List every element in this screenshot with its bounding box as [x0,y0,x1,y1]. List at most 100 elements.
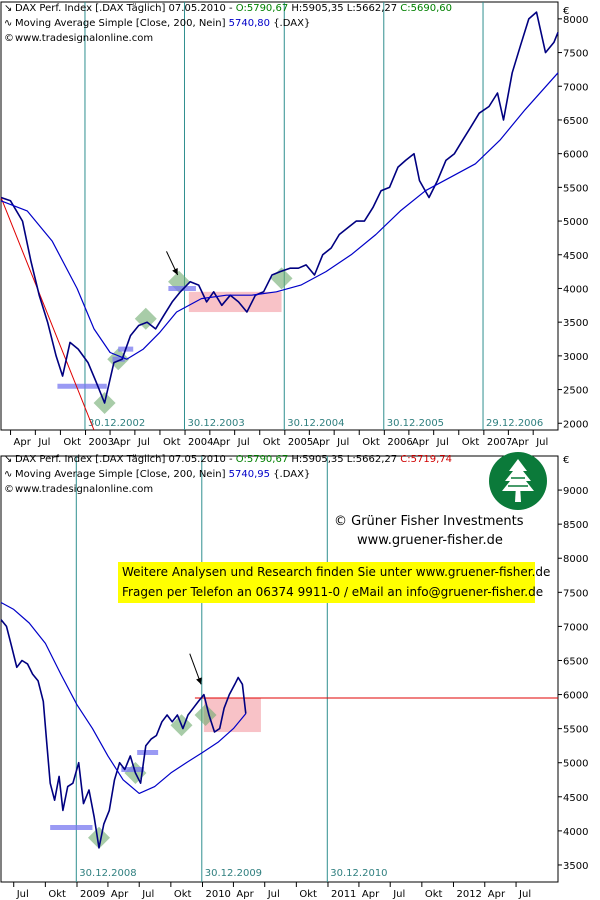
moving-average-line [0,601,247,794]
top-header-title: DAX Perf. Index [.DAX Täglich] 07.05.201… [15,3,236,14]
moving-average-icon: ∿ [4,18,13,29]
y-tick-label: 8000 [563,554,588,565]
support-diamond [87,826,110,849]
bottom-header-line2: ∿ Moving Average Simple [Close, 200, Nein… [4,467,310,482]
y-tick-label: 6500 [563,656,588,667]
y-tick-label: 6000 [563,150,588,161]
x-tick-label: Jul [137,437,150,448]
info-line-contact: Fragen per Telefon an 06374 9911-0 / eMa… [122,585,544,599]
y-tick-label: 6500 [563,116,588,127]
top-ma-suffix: {.DAX} [270,18,311,29]
x-tick-label: Okt [299,889,317,900]
top-ma-value: 5740,80 [228,18,271,29]
bottom-header-close: C:5719,74 [400,454,452,465]
bottom-header-title: DAX Perf. Index [.DAX Täglich] 07.05.201… [15,454,236,465]
y-tick-label: 4500 [563,251,588,262]
y-tick-label: 3000 [563,352,588,363]
x-tick-label: Apr [362,889,380,900]
chart-legend-icon: ↘ [4,454,13,465]
pointer-arrow-icon [196,677,202,685]
bottom-header-open: O:5790,67 [235,454,289,465]
x-tick-label: Jul [518,889,531,900]
x-tick-label: Apr [488,889,506,900]
year-end-label: 30.12.2002 [88,418,145,429]
bottom-ma-suffix: {.DAX} [270,469,311,480]
y-tick-label: 7500 [563,588,588,599]
x-tick-label: Jul [16,889,29,900]
x-tick-label: 2007 [487,437,512,448]
y-tick-label: 7000 [563,622,588,633]
year-end-label: 30.12.2009 [205,868,262,879]
x-tick-label: Okt [48,889,66,900]
y-tick-label: 8500 [563,520,588,531]
copyright-icon: © [4,33,14,44]
x-tick-label: Apr [236,889,254,900]
y-tick-label: 5500 [563,725,588,736]
bottom-ma-value: 5740,95 [228,469,271,480]
moving-average-line [0,72,559,360]
y-tick-label: 5000 [563,217,588,228]
y-tick-label: 4500 [563,793,588,804]
currency-label: € [563,6,569,17]
bottom-header-line3: ©www.tradesignalonline.com [4,482,153,497]
plot-frame [0,1,559,431]
y-tick-label: 8000 [563,15,588,26]
brand-name: © Grüner Fisher Investments [334,514,524,529]
x-tick-label: Okt [63,437,81,448]
bottom-chart-svg: 30.12.2008 30.12.2009 30.12.2010 3500 4000 45… [0,455,588,900]
x-tick-label: 2012 [456,889,481,900]
top-chart-svg: 30.12.2002 30.12.2003 30.12.2004 30.12.2005… [0,1,588,448]
top-header-line3: ©www.tradesignalonline.com [4,31,153,46]
bottom-ma-label: Moving Average Simple [Close, 200, Nein] [15,469,229,480]
downtrend-line [0,197,95,431]
x-tick-label: Apr [511,437,529,448]
copyright-icon: © [4,484,14,495]
x-tick-label: 2006 [387,437,412,448]
x-tick-label: Apr [113,437,131,448]
year-end-label: 30.12.2003 [187,418,244,429]
x-tick-label: 2010 [205,889,230,900]
y-tick-label: 6000 [563,691,588,702]
year-end-label: 30.12.2005 [387,418,444,429]
y-tick-label: 4000 [563,827,588,838]
price-series-line [0,619,247,849]
year-end-label: 30.12.2004 [287,418,344,429]
x-tick-label: 2005 [288,437,313,448]
y-tick-label: 2500 [563,386,588,397]
x-tick-label: Jul [336,437,349,448]
x-tick-label: Apr [111,889,129,900]
x-tick-label: Apr [412,437,430,448]
y-tick-label: 4000 [563,284,588,295]
info-box: Weitere Analysen und Research finden Sie… [118,562,551,603]
y-tick-label: 9000 [563,486,588,497]
tree-logo-icon [489,452,547,510]
y-tick-label: 3500 [563,318,588,329]
x-tick-label: Jul [37,437,50,448]
bottom-header-highlow: H:5905,35 L:5662,27 [288,454,401,465]
x-tick-label: 2011 [331,889,356,900]
price-series-line [0,11,559,404]
pointer-arrow-icon [172,268,178,275]
x-tick-label: Okt [163,437,181,448]
bottom-header-line1: ↘ DAX Perf. Index [.DAX Täglich] 07.05.20… [4,452,452,467]
top-header-line2: ∿ Moving Average Simple [Close, 200, Nein… [4,16,310,31]
brand-url: www.gruener-fisher.de [357,533,503,548]
info-line-research: Weitere Analysen und Research finden Sie… [122,565,551,579]
chart-legend-icon: ↘ [4,3,13,14]
x-tick-label: Jul [535,437,548,448]
moving-average-icon: ∿ [4,469,13,480]
top-header-close: C:5690,60 [400,3,452,14]
bottom-source-url: www.tradesignalonline.com [15,484,154,495]
year-end-label: 30.12.2010 [330,868,387,879]
currency-label: € [563,455,569,466]
x-tick-label: Apr [312,437,330,448]
x-tick-label: Jul [141,889,154,900]
x-tick-label: Jul [267,889,280,900]
y-tick-label: 7000 [563,82,588,93]
x-tick-label: Okt [462,437,480,448]
x-tick-label: Apr [213,437,231,448]
top-header-highlow: H:5905,35 L:5662,27 [288,3,401,14]
x-tick-label: Jul [392,889,405,900]
plot-frame [0,455,559,883]
chart-panel-bottom: 30.12.2008 30.12.2009 30.12.2010 3500 4000 45… [0,450,600,900]
